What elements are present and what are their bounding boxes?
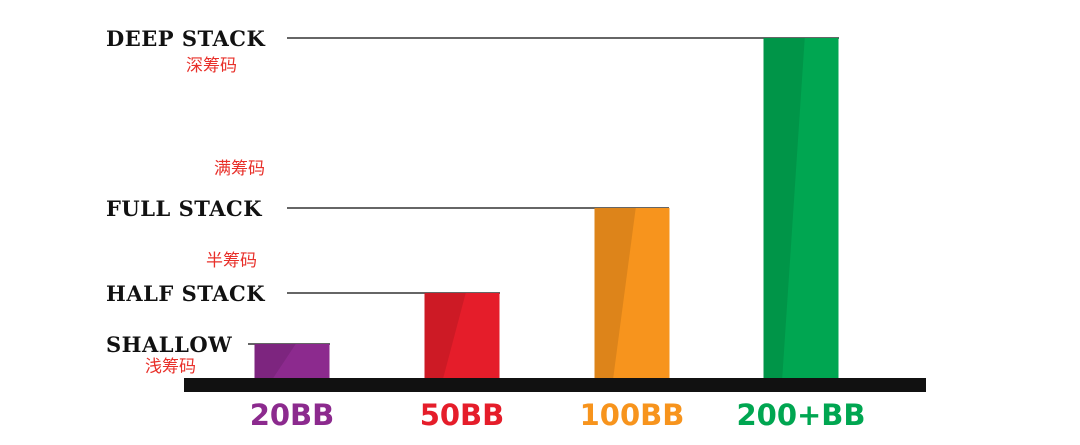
bar-shade [254, 344, 296, 378]
bar-100bb [594, 208, 670, 378]
bar-shade [424, 293, 466, 378]
bar-20bb [254, 344, 330, 378]
bar-200bb [763, 38, 839, 378]
level-label-cn-shallow: 浅筹码 [145, 357, 196, 377]
category-label-100bb: 100BB [580, 398, 685, 432]
bar-shade [763, 38, 805, 378]
level-label-cn-full-stack: 满筹码 [214, 159, 265, 179]
category-label-20bb: 20BB [250, 398, 335, 432]
level-label-deep-stack: DEEP STACK [106, 26, 265, 51]
bar-shade [594, 208, 636, 378]
category-label-200bb: 200+BB [736, 398, 865, 432]
bars [254, 38, 839, 378]
level-label-cn-half-stack: 半筹码 [206, 251, 257, 271]
level-label-full-stack: FULL STACK [106, 196, 262, 221]
level-label-half-stack: HALF STACK [106, 281, 265, 306]
reference-levels: DEEP STACK 深筹码 FULL STACK 满筹码 HALF STACK 半筹码 S… [106, 26, 839, 377]
category-label-50bb: 50BB [420, 398, 505, 432]
x-axis-baseline [184, 378, 926, 392]
bar-50bb [424, 293, 500, 378]
level-label-cn-deep-stack: 深筹码 [186, 56, 237, 76]
category-labels: 20BB 50BB 100BB 200+BB [250, 398, 866, 432]
level-label-shallow: SHALLOW [106, 332, 232, 357]
